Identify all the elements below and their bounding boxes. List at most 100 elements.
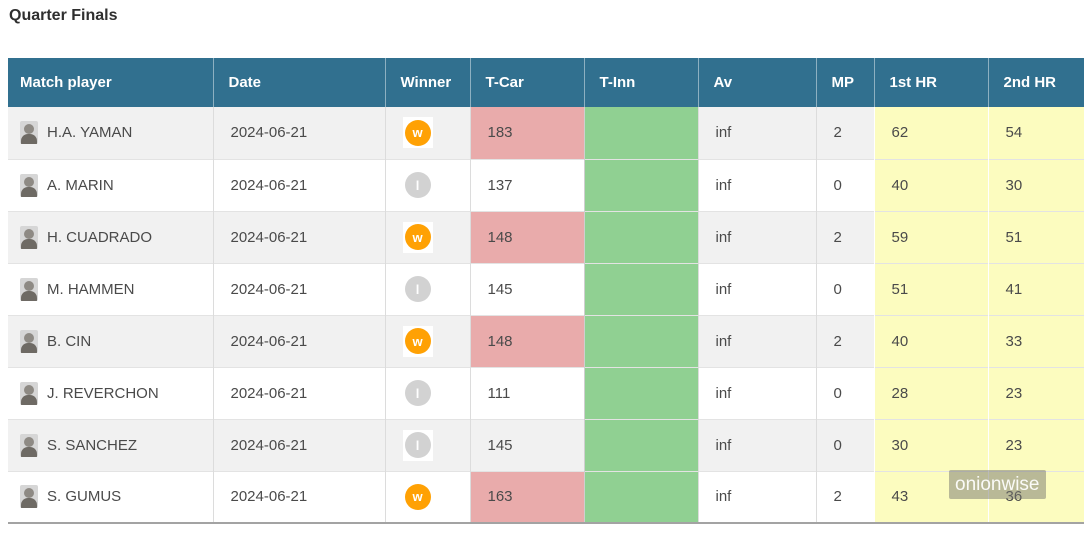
mp-value: 0 <box>815 262 874 315</box>
first-hr-value: 51 <box>873 262 988 315</box>
player-name: B. CIN <box>47 332 92 350</box>
table-body: H.A. YAMAN 2024-06-21 W 183 inf 2 62 54 … <box>8 107 1084 523</box>
match-date: 2024-06-21 <box>212 314 385 367</box>
av-value: inf <box>697 210 816 263</box>
second-hr-value: 54 <box>987 107 1084 159</box>
av-value: inf <box>697 366 816 419</box>
winner-badge-letter: W <box>404 119 431 146</box>
player-name: A. MARIN <box>47 176 114 194</box>
first-hr-value: 62 <box>873 107 988 159</box>
winner-badge: W <box>402 481 433 513</box>
match-date: 2024-06-21 <box>212 210 385 263</box>
t-car-value: 183 <box>469 107 584 159</box>
col-header-1st-hr: 1st HR <box>873 58 988 107</box>
av-value: inf <box>697 314 816 367</box>
winner-badge-letter: W <box>404 224 431 250</box>
winner-badge: L <box>402 429 433 461</box>
first-hr-value: 28 <box>873 366 988 419</box>
col-header-match-player: Match player <box>8 58 213 107</box>
match-date: 2024-06-21 <box>212 107 385 159</box>
table-row: H. CUADRADO 2024-06-21 W 148 inf 2 59 51 <box>8 210 1084 263</box>
first-hr-value: 59 <box>873 210 988 263</box>
page-title: Quarter Finals <box>9 7 118 24</box>
player-avatar <box>20 277 38 301</box>
second-hr-value: 41 <box>987 262 1084 315</box>
table-header: Match player Date Winner T-Car T-Inn Av … <box>8 58 1084 107</box>
second-hr-value: 23 <box>987 418 1084 471</box>
match-date: 2024-06-21 <box>212 470 385 523</box>
match-date: 2024-06-21 <box>212 158 385 211</box>
t-car-value: 148 <box>469 314 584 367</box>
table-row: S. SANCHEZ 2024-06-21 L 145 inf 0 30 23 <box>8 418 1084 471</box>
col-header-av: Av <box>697 58 816 107</box>
player-avatar <box>20 173 38 197</box>
winner-badge-letter: L <box>404 276 431 302</box>
t-inn-cell <box>583 470 698 523</box>
match-date: 2024-06-21 <box>212 262 385 315</box>
player-name: S. GUMUS <box>47 488 122 506</box>
player-avatar <box>20 225 38 249</box>
winner-badge: W <box>402 221 433 253</box>
table-row: B. CIN 2024-06-21 W 148 inf 2 40 33 <box>8 314 1084 367</box>
winner-badge: L <box>402 169 433 201</box>
mp-value: 0 <box>815 366 874 419</box>
results-table: Match player Date Winner T-Car T-Inn Av … <box>8 58 1084 524</box>
player-avatar <box>20 381 38 405</box>
winner-badge-letter: W <box>404 328 431 354</box>
t-inn-cell <box>583 210 698 263</box>
col-header-t-inn: T-Inn <box>583 58 698 107</box>
second-hr-value: 23 <box>987 366 1084 419</box>
t-inn-cell <box>583 158 698 211</box>
player-name: H. CUADRADO <box>47 228 153 246</box>
winner-badge: W <box>402 117 433 149</box>
av-value: inf <box>697 107 816 159</box>
mp-value: 2 <box>815 470 874 523</box>
t-inn-cell <box>583 366 698 419</box>
av-value: inf <box>697 262 816 315</box>
mp-value: 0 <box>815 158 874 211</box>
first-hr-value: 40 <box>873 158 988 211</box>
winner-badge: L <box>402 273 433 305</box>
match-date: 2024-06-21 <box>212 418 385 471</box>
t-inn-cell <box>583 107 698 159</box>
mp-value: 2 <box>815 210 874 263</box>
av-value: inf <box>697 418 816 471</box>
mp-value: 2 <box>815 107 874 159</box>
mp-value: 2 <box>815 314 874 367</box>
table-row: S. GUMUS 2024-06-21 W 163 inf 2 43 36 <box>8 470 1084 523</box>
col-header-date: Date <box>212 58 385 107</box>
second-hr-value: 30 <box>987 158 1084 211</box>
av-value: inf <box>697 158 816 211</box>
col-header-mp: MP <box>815 58 874 107</box>
t-car-value: 148 <box>469 210 584 263</box>
t-car-value: 111 <box>469 366 584 419</box>
t-car-value: 145 <box>469 418 584 471</box>
player-avatar <box>20 433 38 457</box>
t-car-value: 163 <box>469 470 584 523</box>
first-hr-value: 40 <box>873 314 988 367</box>
table-row: H.A. YAMAN 2024-06-21 W 183 inf 2 62 54 <box>8 107 1084 159</box>
table-row: A. MARIN 2024-06-21 L 137 inf 0 40 30 <box>8 158 1084 211</box>
t-inn-cell <box>583 418 698 471</box>
second-hr-value: 51 <box>987 210 1084 263</box>
table-row: M. HAMMEN 2024-06-21 L 145 inf 0 51 41 <box>8 262 1084 315</box>
player-avatar <box>20 485 38 509</box>
player-name: J. REVERCHON <box>47 384 159 402</box>
table-row: J. REVERCHON 2024-06-21 L 111 inf 0 28 2… <box>8 366 1084 419</box>
col-header-2nd-hr: 2nd HR <box>987 58 1084 107</box>
player-name: S. SANCHEZ <box>47 436 138 454</box>
winner-badge-letter: L <box>404 380 431 406</box>
player-avatar <box>20 329 38 353</box>
player-avatar <box>20 121 38 145</box>
match-date: 2024-06-21 <box>212 366 385 419</box>
winner-badge: L <box>402 377 433 409</box>
t-inn-cell <box>583 262 698 315</box>
winner-badge: W <box>402 325 433 357</box>
t-car-value: 145 <box>469 262 584 315</box>
winner-badge-letter: L <box>404 432 431 458</box>
player-name: H.A. YAMAN <box>47 124 133 142</box>
mp-value: 0 <box>815 418 874 471</box>
player-name: M. HAMMEN <box>47 280 135 298</box>
col-header-winner: Winner <box>384 58 470 107</box>
av-value: inf <box>697 470 816 523</box>
